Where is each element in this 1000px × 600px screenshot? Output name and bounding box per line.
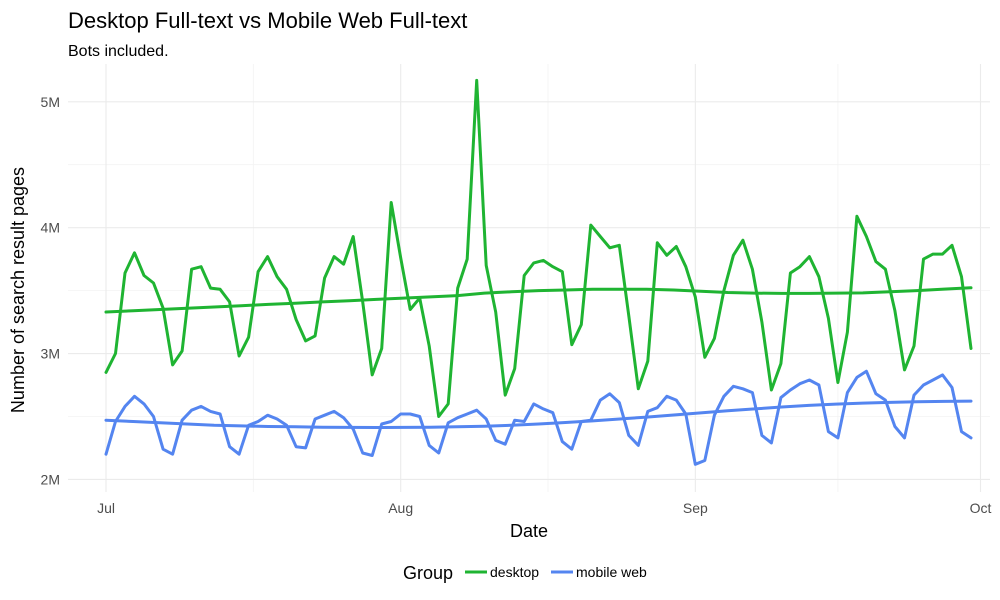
x-tick-label: Jul: [97, 500, 115, 516]
x-axis-title: Date: [510, 521, 548, 541]
legend-title: Group: [403, 563, 453, 583]
x-axis-ticks: Jul Aug Sep Oct: [97, 500, 991, 516]
y-tick-label: 2M: [41, 471, 60, 487]
x-tick-label: Aug: [388, 500, 413, 516]
legend-label-mobile-web: mobile web: [576, 564, 647, 580]
legend: Group desktop mobile web: [403, 563, 647, 583]
y-tick-label: 4M: [41, 220, 60, 236]
chart-subtitle: Bots included.: [68, 43, 169, 60]
chart-title: Desktop Full-text vs Mobile Web Full-tex…: [68, 8, 467, 33]
legend-label-desktop: desktop: [490, 564, 539, 580]
x-tick-label: Sep: [683, 500, 708, 516]
x-tick-label: Oct: [970, 500, 992, 516]
y-axis-title: Number of search result pages: [8, 167, 28, 413]
y-tick-label: 3M: [41, 346, 60, 362]
trend-line-mobile-web: [104, 399, 973, 429]
y-axis-ticks: 2M 3M 4M 5M: [41, 94, 60, 488]
y-tick-label: 5M: [41, 94, 60, 110]
series-layer: [104, 78, 973, 466]
series-line-desktop: [104, 78, 973, 418]
major-grid: [68, 64, 990, 492]
series-line-mobile-web: [104, 369, 973, 466]
trend-line-desktop: [104, 286, 973, 314]
